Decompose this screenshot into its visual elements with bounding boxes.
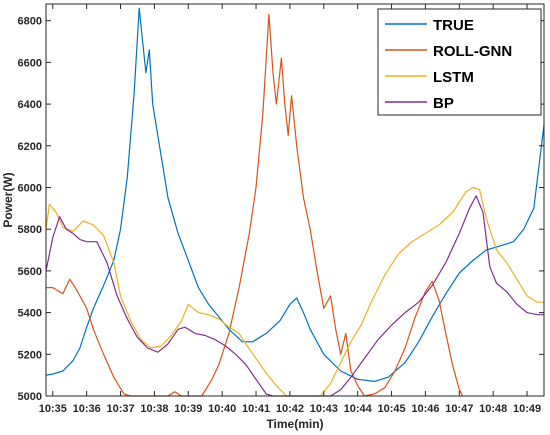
- series-layer: [45, 7, 545, 397]
- legend-label-lstm: LSTM: [433, 69, 474, 86]
- x-tick-label: 10:46: [411, 403, 439, 415]
- x-axis-label: Time(min): [266, 417, 323, 431]
- y-tick-label: 5000: [18, 391, 42, 403]
- legend-label-roll-gnn: ROLL-GNN: [433, 43, 512, 60]
- y-tick-label: 5600: [18, 266, 42, 278]
- x-tick-label: 10:42: [276, 403, 304, 415]
- legend-label-true: TRUE: [433, 17, 474, 34]
- x-tick-label: 10:44: [344, 403, 373, 415]
- x-tick-label: 10:36: [73, 403, 101, 415]
- x-tick-label: 10:48: [479, 403, 507, 415]
- y-tick-label: 5400: [18, 308, 42, 320]
- y-tick-label: 5200: [18, 349, 42, 361]
- x-tick-label: 10:43: [310, 403, 338, 415]
- y-axis-label: Power(W): [1, 172, 15, 227]
- x-tick-label: 10:37: [106, 403, 134, 415]
- y-tick-label: 6600: [18, 57, 42, 69]
- x-tick-label: 10:38: [140, 403, 168, 415]
- y-tick-label: 6200: [18, 141, 42, 153]
- x-tick-label: 10:49: [513, 403, 541, 415]
- series-line-roll-gnn: [46, 13, 464, 397]
- legend: TRUE ROLL-GNN LSTM BP: [377, 8, 542, 116]
- x-tick-label: 10:41: [242, 403, 270, 415]
- y-tick-label: 6000: [18, 182, 42, 194]
- y-tick-label: 6800: [18, 16, 42, 28]
- tick-layer: 10:35 10:36 10:37 10:38 10:39 10:40 10:41 10:42…: [18, 4, 544, 415]
- series-line-true: [45, 7, 545, 382]
- plot-frame: [45, 3, 545, 397]
- series-line-lstm: [45, 186, 544, 397]
- legend-box: [377, 8, 542, 116]
- x-tick-label: 10:47: [445, 403, 473, 415]
- y-tick-label: 5800: [18, 224, 42, 236]
- x-tick-label: 10:45: [377, 403, 405, 415]
- x-tick-label: 10:35: [39, 403, 67, 415]
- series-line-bp: [45, 195, 544, 397]
- legend-label-bp: BP: [433, 95, 454, 112]
- x-tick-label: 10:40: [208, 403, 236, 415]
- x-tick-label: 10:39: [174, 403, 202, 415]
- y-tick-label: 6400: [18, 99, 42, 111]
